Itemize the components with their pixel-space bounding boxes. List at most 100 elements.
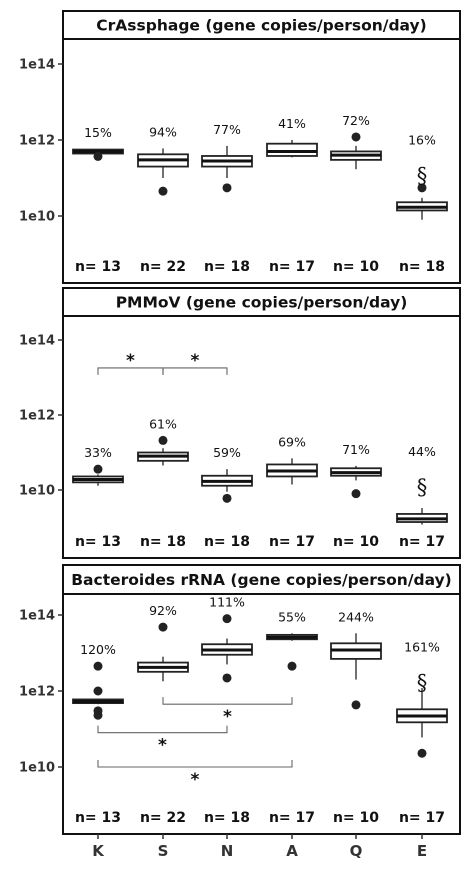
box-S [137, 435, 189, 466]
significance-star: * [158, 736, 167, 756]
outlier-point [351, 489, 361, 499]
n-label: n= 18 [140, 534, 186, 550]
outlier-point [93, 151, 103, 161]
percent-label: 72% [342, 113, 370, 128]
n-label: n= 18 [204, 259, 250, 275]
outlier-point [417, 748, 427, 758]
n-label: n= 10 [333, 810, 379, 826]
outlier-point [287, 661, 297, 671]
percent-label: 92% [149, 603, 177, 618]
significance-star: * [191, 351, 200, 371]
box-Q [330, 132, 382, 170]
box-A [266, 458, 318, 485]
significance-bracket: * [97, 725, 228, 756]
significance-bracket: * [97, 351, 164, 375]
n-label: n= 17 [269, 810, 315, 826]
percent-label: 161% [404, 639, 440, 654]
box-Q [330, 465, 382, 499]
n-label: n= 17 [399, 810, 445, 826]
y-tick-label: 1e10 [19, 484, 55, 499]
percent-label: 59% [213, 445, 241, 460]
box-A [266, 633, 318, 671]
significance-star: * [191, 770, 200, 790]
bracket-line [162, 367, 228, 375]
n-label: n= 18 [399, 259, 445, 275]
y-tick-label: 1e12 [19, 409, 55, 424]
box-S [137, 148, 189, 196]
panel-1: CrAssphage (gene copies/person/day) 1e10 1… [19, 10, 461, 284]
y-tick-label: 1e12 [19, 134, 55, 149]
percent-label: 69% [278, 434, 306, 449]
n-label: n= 10 [333, 534, 379, 550]
section-symbol: § [417, 475, 428, 499]
outlier-point [351, 132, 361, 142]
x-tick-label-Q: Q [350, 842, 363, 860]
outlier-point [417, 183, 427, 193]
box-N [201, 614, 253, 683]
n-label: n= 18 [204, 534, 250, 550]
bracket-line [162, 697, 293, 705]
outlier-point [93, 686, 103, 696]
box-body [266, 142, 318, 157]
n-label: n= 17 [269, 534, 315, 550]
significance-bracket: * [162, 351, 228, 375]
n-label: n= 13 [75, 534, 121, 550]
percent-label: 33% [84, 445, 112, 460]
percent-label: 111% [209, 595, 245, 610]
x-tick-label-K: K [92, 842, 105, 860]
box-S [137, 622, 189, 682]
significance-bracket: * [162, 697, 293, 727]
panel-3: Bacteroides rRNA (gene copies/person/day… [19, 564, 461, 835]
n-label: n= 22 [140, 810, 186, 826]
outlier-point [93, 710, 103, 720]
panel-title-strip [62, 564, 461, 595]
section-symbol: § [417, 163, 428, 187]
outlier-point [222, 614, 232, 624]
plot-frame [62, 315, 461, 559]
box-A [266, 140, 318, 158]
percent-label: 15% [84, 125, 112, 140]
y-tick-label: 1e12 [19, 685, 55, 700]
box-E [396, 183, 448, 220]
n-label: n= 13 [75, 259, 121, 275]
x-tick-label-A: A [286, 842, 298, 860]
bracket-line [97, 725, 228, 734]
n-label: n= 22 [140, 259, 186, 275]
y-tick-label: 1e14 [19, 58, 55, 73]
plot-frame [62, 38, 461, 284]
panel-title: CrAssphage (gene copies/person/day) [96, 17, 426, 35]
percent-label: 71% [342, 442, 370, 457]
percent-label: 77% [213, 122, 241, 137]
outlier-point [93, 661, 103, 671]
percent-label: 41% [278, 116, 306, 131]
plot-frame [62, 593, 461, 835]
percent-label: 44% [408, 444, 436, 459]
y-tick-label: 1e14 [19, 609, 55, 624]
outlier-point [222, 493, 232, 503]
n-label: n= 10 [333, 259, 379, 275]
percent-label: 244% [338, 609, 374, 624]
outlier-point [351, 700, 361, 710]
y-tick-label: 1e14 [19, 334, 55, 349]
percent-label: 16% [408, 132, 436, 147]
box-Q [330, 633, 382, 710]
outlier-point [222, 673, 232, 683]
n-label: n= 18 [204, 810, 250, 826]
box-E [396, 508, 448, 525]
box-N [201, 469, 253, 503]
n-label: n= 13 [75, 810, 121, 826]
percent-label: 61% [149, 416, 177, 431]
significance-bracket: * [97, 760, 293, 790]
box-N [201, 145, 253, 193]
x-tick-label-S: S [158, 842, 169, 860]
panel-title: Bacteroides rRNA (gene copies/person/day… [71, 571, 452, 589]
significance-star: * [223, 707, 232, 727]
outlier-point [222, 183, 232, 193]
section-symbol: § [417, 670, 428, 694]
n-label: n= 17 [399, 534, 445, 550]
box-K [72, 661, 124, 720]
y-tick-label: 1e10 [19, 210, 55, 225]
x-tick-label-N: N [221, 842, 234, 860]
